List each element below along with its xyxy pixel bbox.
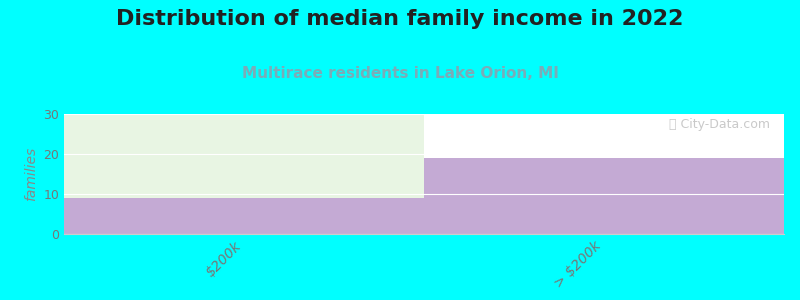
Bar	[424, 158, 784, 234]
Text: Multirace residents in Lake Orion, MI: Multirace residents in Lake Orion, MI	[242, 66, 558, 81]
Text: Distribution of median family income in 2022: Distribution of median family income in …	[116, 9, 684, 29]
Bar	[64, 114, 424, 198]
Y-axis label: families: families	[24, 147, 38, 201]
Bar	[64, 198, 424, 234]
Text: ⓘ City-Data.com: ⓘ City-Data.com	[669, 118, 770, 130]
Bar	[424, 114, 784, 158]
